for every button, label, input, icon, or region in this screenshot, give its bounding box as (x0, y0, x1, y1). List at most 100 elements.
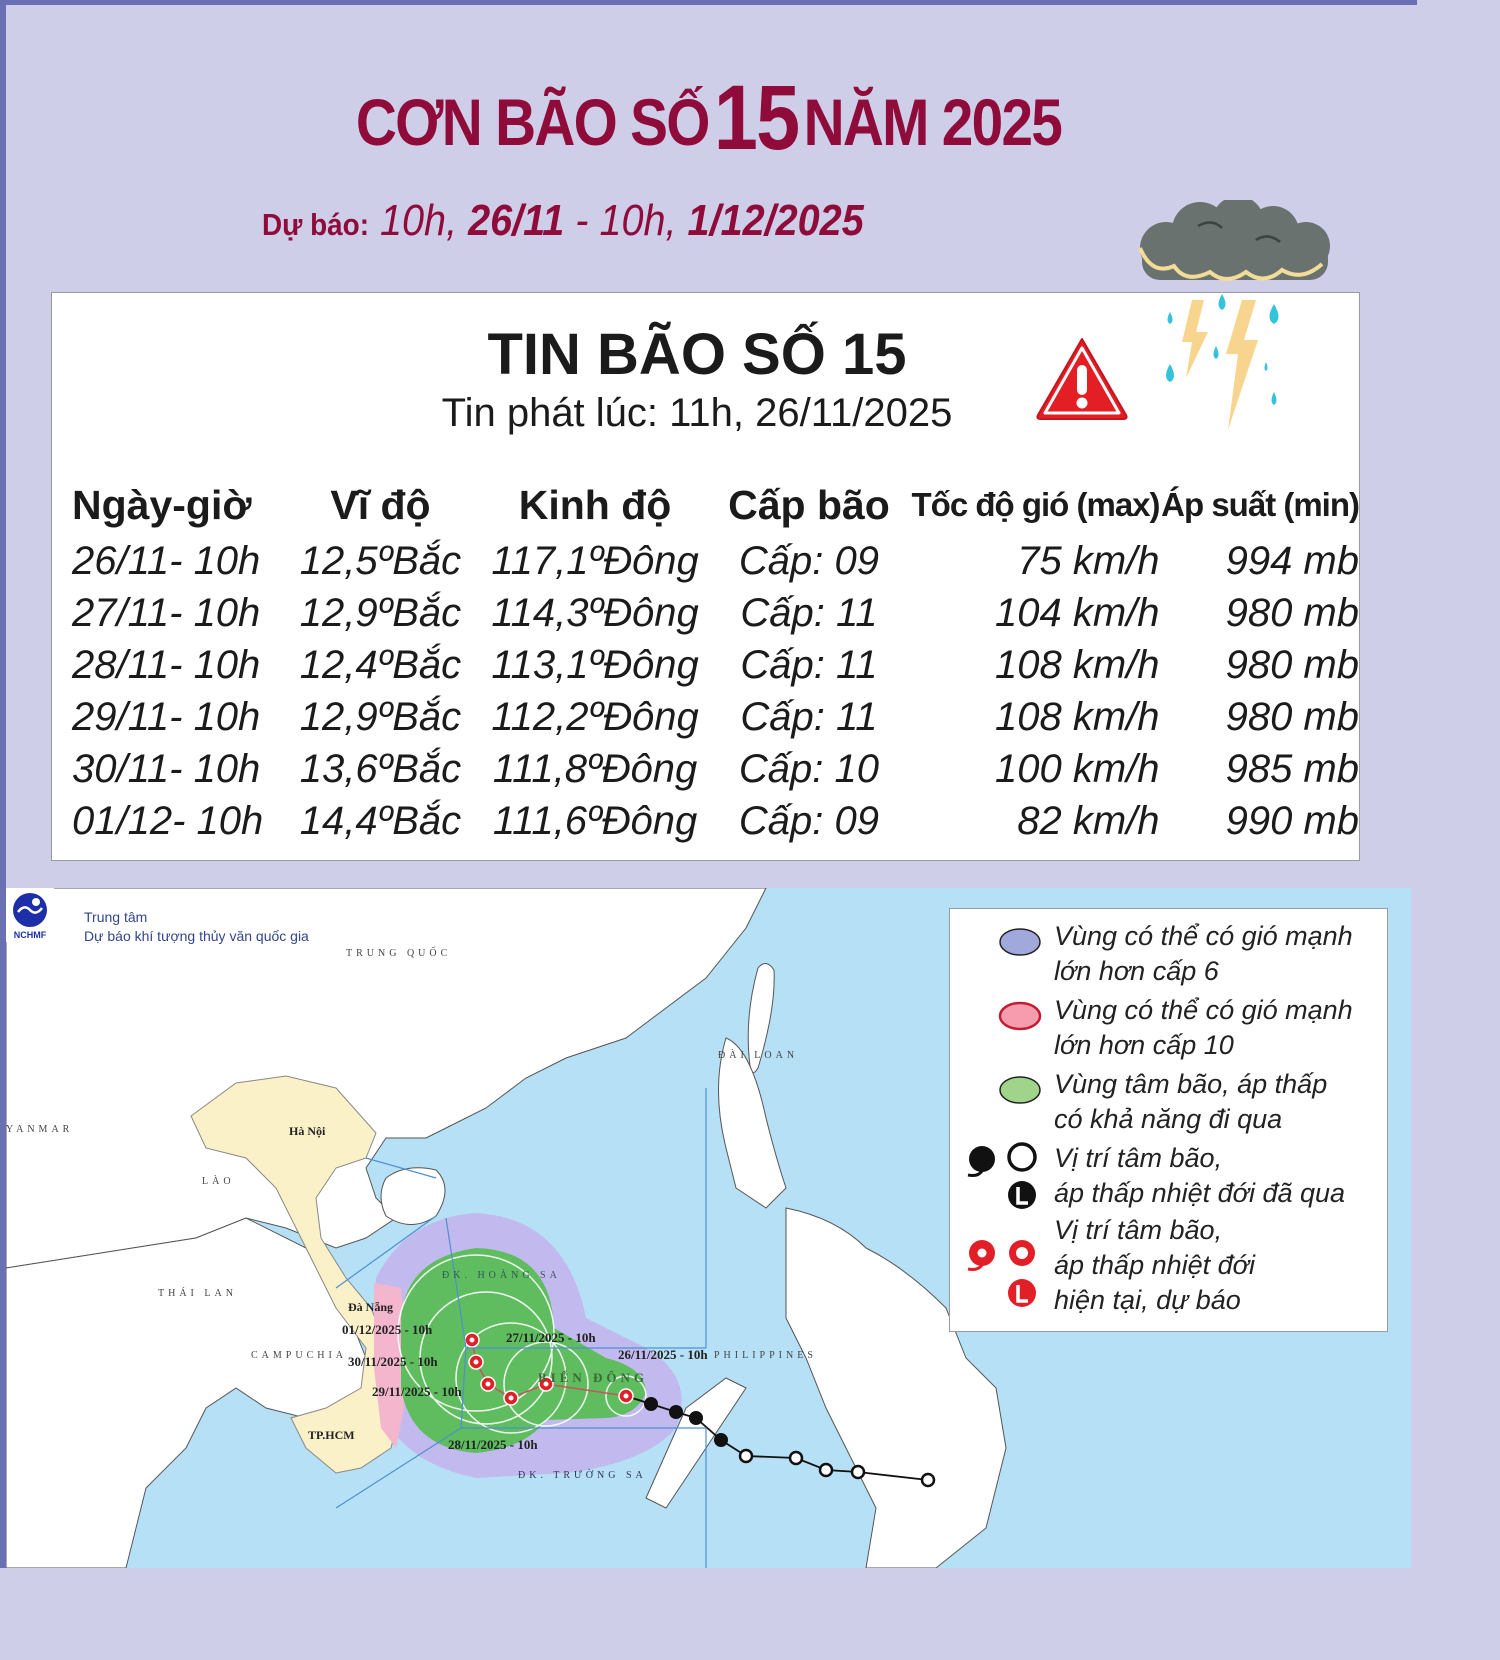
cell-longitude: 117,1ºĐông (491, 539, 699, 583)
cell-pressure: 980 mb (1225, 591, 1359, 635)
cell-level: Cấp: 11 (740, 643, 878, 687)
cell-pressure: 980 mb (1225, 695, 1359, 739)
label-cambodia: CAMPUCHIA (251, 1350, 348, 1361)
agency-line-1: Trung tâm (84, 909, 148, 925)
cell-wind: 108 km/h (994, 695, 1160, 739)
cell-pressure: 985 mb (1225, 747, 1359, 791)
legend-text: Vùng có thể có gió mạnh (1054, 921, 1353, 951)
cell-latitude: 13,6ºBắc (299, 747, 462, 791)
cell-longitude: 111,8ºĐông (492, 747, 698, 791)
cell-level: Cấp: 11 (740, 695, 878, 739)
cell-level: Cấp: 09 (738, 799, 880, 843)
col-header-longitude: Kinh độ (518, 482, 672, 528)
bulletin-panel: TIN BÃO SỐ 15 Tin phát lúc: 11h, 26/11/2… (51, 292, 1360, 861)
label-laos: LÀO (202, 1176, 235, 1187)
track-label-2711: 27/11/2025 - 10h (506, 1330, 596, 1345)
forecast-end-time: 10h, (599, 196, 677, 245)
label-danang: Đà Nẵng (348, 1300, 394, 1314)
cell-level: Cấp: 09 (738, 539, 880, 583)
table-row: 29/11- 10h 12,9ºBắc 112,2ºĐông Cấp: 11 1… (64, 691, 1359, 743)
track-label-2611: 26/11/2025 - 10h (618, 1347, 708, 1362)
cell-longitude: 113,1ºĐông (491, 643, 699, 687)
past-storm-symbols-icon (967, 1142, 1037, 1209)
cell-datetime: 29/11- 10h (72, 695, 261, 739)
legend-text: lớn hơn cấp 6 (1054, 956, 1219, 986)
legend-text: áp thấp nhiệt đới đã qua (1054, 1178, 1346, 1208)
legend-text: lớn hơn cấp 10 (1054, 1030, 1234, 1060)
legend-text: áp thấp nhiệt đới (1054, 1250, 1255, 1280)
cell-pressure: 994 mb (1225, 539, 1359, 583)
legend-item-center-zone: Vùng tâm bão, áp thấp có khả năng đi qua (1054, 1067, 1327, 1137)
bulletin-issued-time: Tin phát lúc: 11h, 26/11/2025 (441, 391, 953, 435)
pink-zone-icon (998, 1001, 1042, 1031)
legend-text: hiện tại, dự báo (1054, 1285, 1241, 1315)
legend-item-current-forecast: Vị trí tâm bão, áp thấp nhiệt đới hiện t… (1054, 1213, 1255, 1318)
cell-wind: 75 km/h (1017, 539, 1160, 583)
label-hanoi: Hà Nội (289, 1124, 326, 1138)
forecast-table: Ngày-giờ Vĩ độ Kinh độ Cấp bão Tốc độ gi… (64, 481, 1360, 847)
track-label-2811: 28/11/2025 - 10h (448, 1437, 538, 1452)
storm-track-map: NCHMF Trung tâm Dự báo khí tượng thủy vă… (6, 888, 1411, 1568)
cell-wind: 104 km/h (994, 591, 1160, 635)
forecast-end-date: 1/12/2025 (687, 196, 864, 245)
cell-latitude: 12,9ºBắc (299, 695, 462, 739)
agency-line-2: Dự báo khí tượng thủy văn quốc gia (84, 928, 309, 944)
table-row: 26/11- 10h 12,5ºBắc 117,1ºĐông Cấp: 09 7… (64, 535, 1359, 587)
label-myanmar: YANMAR (6, 1124, 74, 1135)
storm-cloud-icon (1138, 200, 1330, 430)
legend-item-past-positions: Vị trí tâm bão, áp thấp nhiệt đới đã qua (1054, 1141, 1345, 1211)
track-label-3011: 30/11/2025 - 10h (348, 1354, 438, 1369)
warning-triangle-icon (1036, 338, 1128, 420)
title-prefix: CƠN BÃO SỐ (355, 85, 711, 159)
nchmf-logo: NCHMF (6, 888, 54, 942)
cell-wind: 82 km/h (1017, 799, 1160, 843)
bulletin-title: TIN BÃO SỐ 15 (487, 322, 907, 387)
label-philippines: PHILIPPINES (714, 1350, 817, 1361)
cell-pressure: 990 mb (1225, 799, 1359, 843)
forecast-start-date: 26/11 (468, 196, 565, 245)
page-title: CƠN BÃO SỐ15NĂM 2025 (99, 66, 1318, 171)
current-storm-symbols-icon (967, 1240, 1036, 1307)
cell-longitude: 111,6ºĐông (492, 799, 698, 843)
label-taiwan: ĐÀI LOAN (718, 1050, 799, 1061)
map-graphic (6, 888, 1007, 1568)
legend-item-cap6: Vùng có thể có gió mạnh lớn hơn cấp 6 (1054, 919, 1353, 989)
map-legend: Vùng có thể có gió mạnh lớn hơn cấp 6 Vù… (949, 908, 1388, 1332)
cell-latitude: 12,4ºBắc (299, 643, 462, 687)
cell-wind: 108 km/h (994, 643, 1160, 687)
cell-latitude: 12,9ºBắc (299, 591, 462, 635)
track-label-2911: 29/11/2025 - 10h (372, 1384, 462, 1399)
cell-datetime: 26/11- 10h (72, 539, 261, 583)
purple-zone-icon (999, 928, 1041, 956)
cell-datetime: 28/11- 10h (72, 643, 261, 687)
cell-latitude: 14,4ºBắc (299, 799, 462, 843)
forecast-separator: - (575, 196, 589, 245)
label-hoangsa: ĐK. HOÀNG SA (442, 1270, 561, 1281)
col-header-level: Cấp bão (728, 482, 890, 528)
label-biendong: BIỂN ĐÔNG (538, 1370, 649, 1385)
legend-text: có khả năng đi qua (1054, 1104, 1283, 1134)
col-header-datetime: Ngày-giờ (72, 482, 252, 528)
cell-datetime: 27/11- 10h (72, 591, 261, 635)
cell-pressure: 980 mb (1225, 643, 1359, 687)
track-label-0112: 01/12/2025 - 10h (342, 1322, 433, 1337)
legend-text: Vị trí tâm bão, (1054, 1215, 1223, 1245)
cell-datetime: 01/12- 10h (72, 799, 264, 843)
table-header-row: Ngày-giờ Vĩ độ Kinh độ Cấp bão Tốc độ gi… (64, 481, 1360, 535)
col-header-latitude: Vĩ độ (330, 482, 431, 528)
col-header-wind: Tốc độ gió (max) (911, 486, 1161, 523)
cell-latitude: 12,5ºBắc (299, 539, 462, 583)
table-row: 30/11- 10h 13,6ºBắc 111,8ºĐông Cấp: 10 1… (64, 743, 1359, 795)
legend-item-cap10: Vùng có thể có gió mạnh lớn hơn cấp 10 (1054, 993, 1353, 1063)
forecast-start-time: 10h, (380, 196, 458, 245)
cell-datetime: 30/11- 10h (72, 747, 261, 791)
label-thailand: THÁI LAN (158, 1288, 237, 1299)
cell-level: Cấp: 10 (738, 747, 880, 791)
label-hcm: TP.HCM (308, 1428, 355, 1442)
forecast-label: Dự báo: (262, 207, 370, 242)
frame-top-border (0, 0, 1417, 5)
storm-number: 15 (713, 67, 800, 169)
cell-longitude: 114,3ºĐông (491, 591, 699, 635)
table-row: 27/11- 10h 12,9ºBắc 114,3ºĐông Cấp: 11 1… (64, 587, 1359, 639)
frame-left-border (0, 0, 6, 1568)
